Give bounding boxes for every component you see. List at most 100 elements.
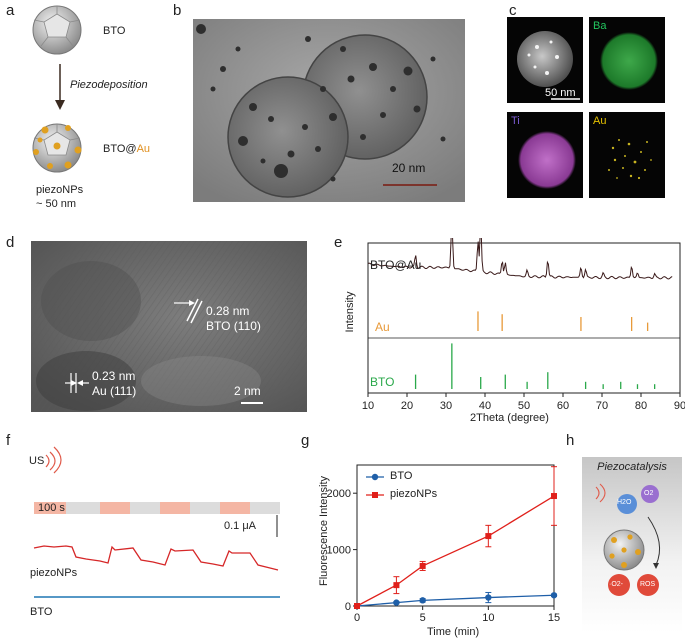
reaction-arrow-icon: [647, 516, 661, 566]
panel-g-fluorescence-chart: 0 5 10 15 0 1000 2000 BTO piezoNPs Fluorescenc…: [304, 455, 564, 639]
panel-f-current-chart: US 100 s 0.1 μA piezoNPs BTO: [26, 440, 296, 630]
piezodeposition-label: Piezodeposition: [70, 79, 148, 91]
xrd-ylabel: Intensity: [344, 291, 356, 333]
ultrasound-icon: [45, 446, 62, 474]
fluorescence-plot: 0 5 10 15 0 1000 2000: [327, 464, 560, 624]
data-point-piezonps: [551, 493, 557, 500]
panel-b-tem-image: 20 nm: [193, 19, 465, 202]
panel-e-xrd-chart: 10 20 30 40 50 60 70 80 90 BTO@Au Au BTO Intensi…: [340, 214, 685, 432]
data-point-piezonps: [393, 582, 400, 589]
time-scale-label: 100 s: [38, 502, 65, 514]
us-label: US: [29, 455, 45, 467]
panel-letter-a: a: [6, 2, 15, 19]
panel-a-graphic: [32, 5, 82, 173]
panel-letter-e: e: [334, 234, 343, 251]
scale-label-d: 2 nm: [234, 384, 261, 398]
ba-label: Ba: [593, 20, 607, 32]
ros-label: ROS: [640, 581, 656, 588]
ultrasound-wave-icon: [595, 483, 606, 503]
piezonps-caption: piezoNPs: [36, 184, 84, 196]
arrow-head-icon: [55, 100, 65, 110]
panel-letter-g: g: [301, 432, 310, 449]
xrd-x-tick-label: 80: [635, 400, 647, 412]
legend-piezonps-marker: [372, 492, 378, 498]
bto-trace-label: BTO: [30, 606, 53, 618]
current-plot: [33, 446, 280, 598]
data-point-bto: [419, 597, 426, 604]
g-x-tick-label: 0: [354, 612, 360, 624]
data-point-bto: [550, 592, 558, 599]
lattice-label-au-spacing: 0.23 nm: [92, 369, 136, 383]
lattice-label-au-plane: Au (111): [92, 384, 137, 398]
o2-molecule-icon: [641, 485, 659, 503]
scale-label-b: 20 nm: [392, 161, 426, 175]
series-line-BTO: [356, 594, 555, 607]
g-xlabel: Time (min): [427, 626, 480, 638]
lattice-label-bto-spacing: 0.28 nm: [206, 304, 250, 318]
nanoparticle-left: [227, 76, 349, 198]
bto-label: BTO: [103, 25, 126, 37]
trace-label-bto: BTO: [370, 375, 395, 389]
superoxide-label: ·O2-: [609, 581, 623, 588]
size-caption: ~ 50 nm: [36, 198, 77, 210]
piezocatalysis-title: Piezocatalysis: [597, 461, 667, 473]
h2o-molecule-icon: [617, 494, 637, 514]
xrd-x-tick-label: 20: [401, 400, 413, 412]
data-point-piezonps: [485, 533, 492, 540]
xrd-x-tick-label: 70: [596, 400, 608, 412]
data-point-piezonps: [419, 562, 426, 569]
panel-d-hrtem-image: 0.28 nm BTO (110) 0.23 nm Au (111) 2 nm: [31, 241, 307, 412]
g-y-tick-label: 2000: [327, 488, 351, 500]
bto-au-xrd-trace: [367, 214, 673, 280]
panel-letter-b: b: [173, 2, 182, 19]
g-legend: [366, 473, 384, 498]
hrtem-graphic: [31, 241, 307, 412]
xrd-xlabel: 2Theta (degree): [470, 412, 549, 424]
panel-h-mechanism: Piezocatalysis H2O O2 ·O2- ROS: [582, 457, 682, 633]
panel-letter-c: c: [509, 2, 517, 19]
bto-au-label-prefix: BTO@: [103, 143, 137, 155]
legend-bto-label: BTO: [390, 470, 413, 482]
ros-icon: [637, 574, 659, 596]
xrd-x-tick-label: 90: [674, 400, 685, 412]
eds-tile-ba: Ba: [589, 17, 665, 103]
eds-tile-ti: Ti: [507, 112, 583, 198]
us-on-segment-legend: [34, 502, 66, 514]
eds-tile-haadf: 50 nm: [507, 17, 583, 103]
data-point-bto: [485, 594, 492, 601]
xrd-x-tick-label: 30: [440, 400, 452, 412]
panel-letter-d: d: [6, 234, 15, 251]
panel-a-schematic: BTO Piezodeposition BTO@Au piezoNPs ~ 50…: [0, 0, 170, 230]
g-frame: [356, 464, 555, 607]
haadf-graphic: [517, 31, 580, 100]
panel-letter-f: f: [6, 432, 11, 449]
superoxide-icon: [608, 574, 630, 596]
panel-letter-h: h: [566, 432, 575, 449]
legend-bto-marker: [371, 473, 379, 481]
ti-label: Ti: [511, 115, 520, 127]
xrd-plot: 10 20 30 40 50 60 70 80 90: [362, 214, 685, 412]
bto-au-particle-icon: [32, 123, 82, 173]
bto-au-label: BTO@Au: [103, 143, 150, 155]
h2o-label: H2O: [617, 499, 632, 506]
tem-image-graphic: [193, 19, 465, 202]
trace-label-au: Au: [375, 320, 390, 334]
bto-particle-icon: [32, 5, 82, 55]
au-map-graphic: [608, 139, 652, 180]
eds-tile-au: Au: [589, 112, 665, 198]
ti-map-graphic: [518, 131, 576, 189]
legend-piezonps-label: piezoNPs: [390, 488, 438, 500]
lattice-label-bto-plane: BTO (110): [206, 319, 261, 333]
piezonps-current-trace: [33, 545, 279, 571]
bto-au-label-suffix: Au: [136, 143, 151, 155]
xrd-x-tick-label: 10: [362, 400, 374, 412]
xrd-x-tick-label: 60: [557, 400, 569, 412]
g-ylabel: Fluorescence Intensity: [318, 475, 330, 587]
au-label: Au: [593, 115, 607, 127]
data-point-bto: [393, 599, 400, 606]
scale-label-c: 50 nm: [545, 87, 576, 99]
series-line-piezoNPs: [356, 495, 555, 607]
g-x-tick-label: 10: [482, 612, 494, 624]
ba-map-graphic: [600, 32, 658, 90]
xrd-x-tick-label: 50: [518, 400, 530, 412]
